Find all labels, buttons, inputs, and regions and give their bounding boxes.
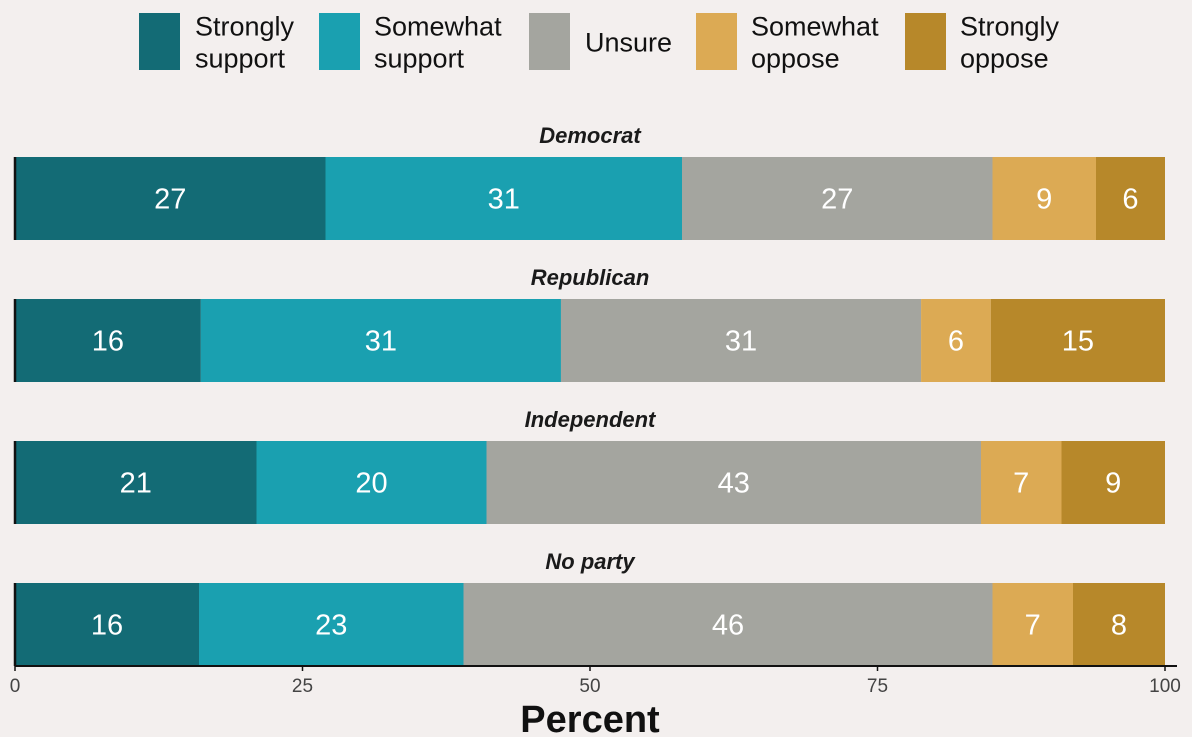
legend-item-somewhat-oppose: Somewhat oppose: [696, 12, 879, 74]
legend-label-line: oppose: [751, 44, 840, 74]
bar-segment-somewhat-support: [199, 583, 464, 666]
bar-value-label: 7: [1013, 468, 1029, 500]
bar-value-label: 16: [91, 610, 123, 642]
legend-label-line: Somewhat: [751, 12, 879, 42]
legend-label-line: support: [195, 44, 286, 74]
x-tick-label: 75: [867, 676, 888, 697]
bar-segment-strongly-support: [15, 157, 326, 240]
bar-value-label: 31: [725, 326, 757, 358]
bar-value-label: 23: [315, 610, 347, 642]
legend-label-line: oppose: [960, 44, 1049, 74]
bar-value-label: 20: [355, 468, 387, 500]
legend-label-line: Strongly: [960, 12, 1060, 42]
bar-value-label: 27: [154, 184, 186, 216]
bar-segment-strongly-oppose: [1073, 583, 1165, 666]
bar-segment-somewhat-oppose: [981, 441, 1062, 524]
bar-value-label: 21: [120, 468, 152, 500]
bar-segment-somewhat-support: [325, 157, 682, 240]
legend-label-strongly-support: Strongly support: [195, 12, 295, 74]
legend-label-somewhat-support: Somewhat support: [374, 12, 502, 74]
bar-segment-unsure: [486, 441, 981, 524]
facet-title-democrat: Democrat: [539, 123, 642, 148]
bar-segment-strongly-support: [15, 583, 199, 666]
legend-label-somewhat-oppose: Somewhat oppose: [751, 12, 879, 74]
bar-value-label: 8: [1111, 610, 1127, 642]
bar-segment-somewhat-oppose: [992, 583, 1073, 666]
legend-label-line: support: [374, 44, 465, 74]
legend-swatch-somewhat-support: [319, 13, 360, 70]
bar-segment-unsure: [682, 157, 993, 240]
x-tick-label: 50: [579, 676, 600, 697]
legend-item-strongly-support: Strongly support: [139, 12, 295, 74]
facet-title-republican: Republican: [531, 265, 650, 290]
bar-value-label: 6: [1122, 184, 1138, 216]
x-tick-label: 0: [10, 676, 21, 697]
bar-value-label: 43: [718, 468, 750, 500]
bar-row-no-party: No party 16 23 46 7 8: [13, 549, 1165, 666]
bar-value-label: 31: [488, 184, 520, 216]
bar-segment-somewhat-oppose: [921, 299, 991, 382]
facet-title-no-party: No party: [545, 549, 636, 574]
bar-segment-somewhat-support: [200, 299, 561, 382]
bar-row-democrat: Democrat 27 31 27 9 6: [13, 123, 1165, 240]
bar-value-label: 46: [712, 610, 744, 642]
legend-swatch-somewhat-oppose: [696, 13, 737, 70]
bar-segment-strongly-oppose: [1096, 157, 1165, 240]
x-tick-label: 100: [1149, 676, 1181, 697]
legend-label-strongly-oppose: Strongly oppose: [960, 12, 1060, 74]
bar-value-label: 6: [948, 326, 964, 358]
bar-segment-strongly-oppose: [990, 299, 1165, 382]
x-tick-label: 25: [292, 676, 313, 697]
bar-segment-somewhat-oppose: [992, 157, 1096, 240]
bar-segment-unsure: [560, 299, 922, 382]
bar-value-label: 9: [1105, 468, 1121, 500]
bar-value-label: 16: [92, 326, 124, 358]
bar-value-label: 9: [1036, 184, 1052, 216]
legend-label-line: Strongly: [195, 12, 295, 42]
bar-segment-unsure: [463, 583, 993, 666]
legend-label-unsure: Unsure: [585, 28, 672, 58]
facet-title-independent: Independent: [525, 407, 657, 432]
bar-value-label: 27: [821, 184, 853, 216]
x-axis: 0 25 50 75 100 Percent: [10, 665, 1181, 737]
legend-swatch-strongly-oppose: [905, 13, 946, 70]
bar-row-republican: Republican 16 31 31 6 15: [13, 265, 1165, 382]
legend-label-line: Unsure: [585, 28, 672, 58]
bar-value-label: 7: [1025, 610, 1041, 642]
x-axis-title: Percent: [520, 699, 660, 737]
legend-item-strongly-oppose: Strongly oppose: [905, 12, 1060, 74]
legend-item-unsure: Unsure: [529, 13, 672, 70]
bar-segment-somewhat-support: [256, 441, 487, 524]
legend-item-somewhat-support: Somewhat support: [319, 12, 502, 74]
bar-row-independent: Independent 21 20 43 7 9: [13, 407, 1165, 524]
bar-segment-strongly-support: [15, 441, 257, 524]
bar-value-label: 15: [1062, 326, 1094, 358]
legend-label-line: Somewhat: [374, 12, 502, 42]
bar-segment-strongly-oppose: [1061, 441, 1165, 524]
bar-value-label: 31: [365, 326, 397, 358]
legend-swatch-unsure: [529, 13, 570, 70]
legend-swatch-strongly-support: [139, 13, 180, 70]
bar-segment-strongly-support: [15, 299, 201, 382]
